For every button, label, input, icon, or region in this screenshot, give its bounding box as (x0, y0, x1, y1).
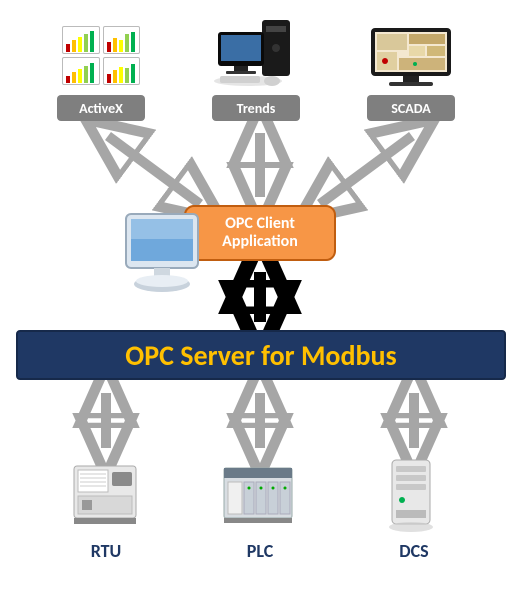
label-activex: ActiveX (57, 95, 145, 121)
label-dcs: DCS (370, 540, 458, 562)
plc-icon (218, 458, 302, 535)
server-tower-icon (382, 456, 444, 539)
fan-arrows (108, 133, 412, 204)
scada-monitor-icon (365, 24, 457, 95)
rtu-icon (68, 458, 144, 535)
label-plc: PLC (216, 540, 304, 562)
label-trends: Trends (212, 95, 300, 121)
charts-icon (62, 26, 140, 85)
label-scada: SCADA (367, 95, 455, 121)
lcd-monitor-icon (118, 208, 210, 301)
label-rtu: RTU (62, 540, 150, 562)
bottom-arrows (106, 393, 414, 448)
desktop-pc-icon (212, 18, 300, 93)
opc-server-bar: OPC Server for Modbus (16, 330, 506, 380)
